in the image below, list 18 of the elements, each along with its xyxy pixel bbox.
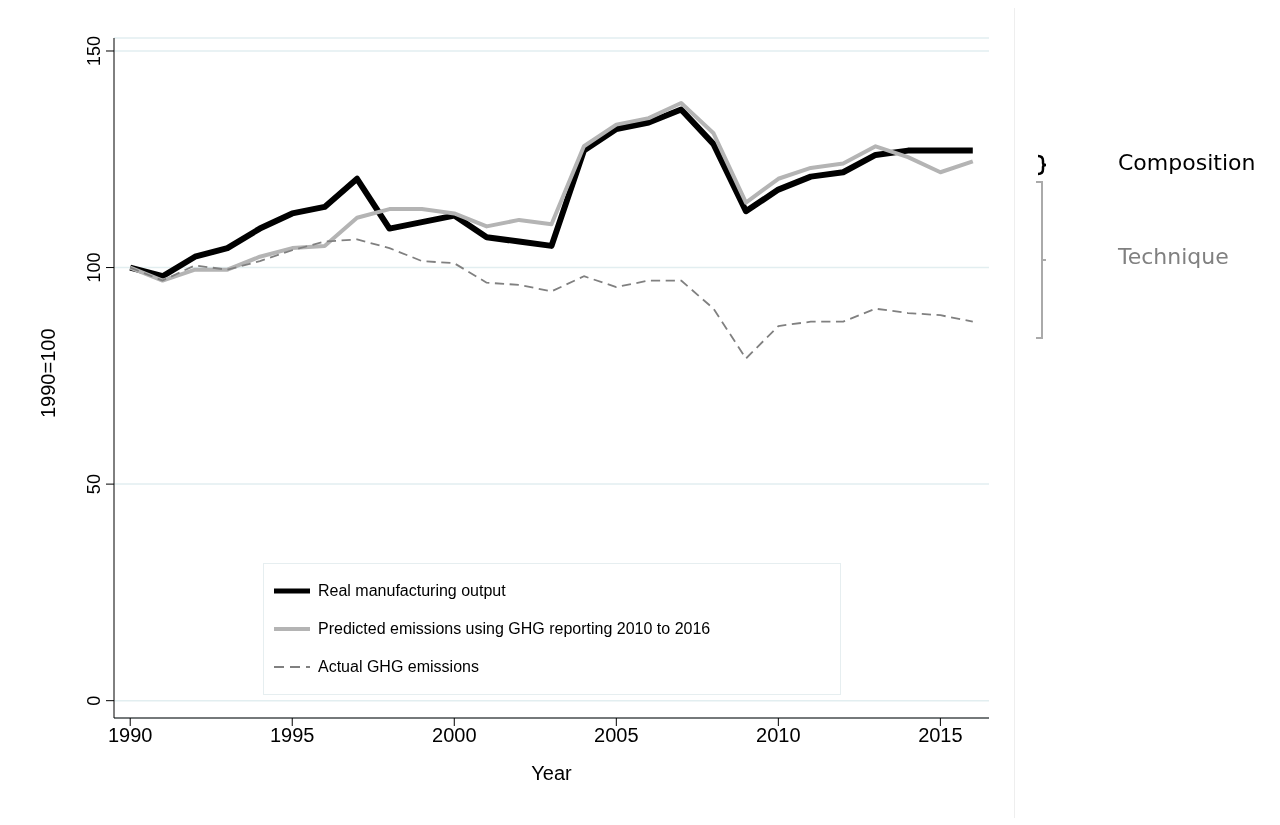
x-axis-title: Year (531, 762, 573, 784)
y-tick-label: 50 (84, 474, 104, 495)
legend-label: Predicted emissions using GHG reporting 2010 to 2016 (318, 620, 711, 638)
text: Composition (1118, 150, 1256, 175)
x-tick-label: 2000 (432, 724, 477, 747)
legend-label: Real manufacturing output (318, 582, 506, 600)
y-tick-label: 0 (84, 695, 104, 706)
x-tick-label: 2010 (756, 724, 801, 747)
line-series (129, 238, 974, 360)
text: Technique (1118, 244, 1229, 269)
x-tick-label: 2015 (918, 724, 963, 747)
x-tick-label: 1990 (107, 724, 153, 747)
legend-label: Actual GHG emissions (318, 658, 479, 676)
y-axis-title: 1990=100 (37, 328, 60, 418)
y-tick-label: 150 (84, 35, 104, 67)
y-tick-label: 100 (84, 252, 104, 283)
x-tick-label: 1995 (269, 724, 315, 747)
x-tick-label: 2005 (594, 724, 639, 747)
